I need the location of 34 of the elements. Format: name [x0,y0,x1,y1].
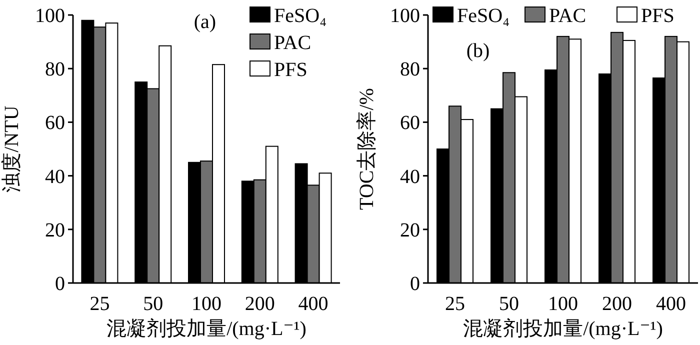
x-tick-label: 25 [445,293,465,315]
y-tick-label: 40 [45,166,65,188]
x-tick-label: 400 [298,293,328,315]
annotation: (b) [466,40,490,62]
annotation: (a) [194,11,216,33]
x-tick-label: 25 [90,293,110,315]
y-tick-label: 100 [390,5,420,27]
x-tick-label: 100 [192,293,222,315]
legend-label: PFS [641,5,674,27]
x-axis-title: 混凝剂投加量/(mg·L⁻¹) [106,318,306,340]
legend-label: FeSO₄ [457,5,510,27]
x-tick-label: 400 [656,293,686,315]
legend-label: PAC [549,5,586,27]
legend-label: PFS [274,59,308,81]
x-tick-label: 200 [602,293,632,315]
legend-label: PAC [274,32,312,54]
y-tick-label: 40 [400,166,420,188]
x-tick-label: 200 [244,293,275,315]
x-axis-title: 混凝剂投加量/(mg·L⁻¹) [463,318,663,340]
y-tick-label: 60 [400,112,420,134]
y-tick-label: 20 [45,219,65,242]
legend-label: FeSO₄ [274,5,327,27]
y-tick-label: 20 [400,219,420,242]
y-tick-label: 60 [45,112,65,134]
y-tick-label: 80 [45,58,65,81]
x-tick-label: 50 [499,293,519,315]
y-tick-label: 100 [35,5,65,27]
y-axis-title: TOC去除率/% [356,88,378,210]
y-tick-label: 0 [410,273,420,295]
x-tick-label: 50 [143,293,164,315]
y-tick-label: 0 [55,273,65,295]
y-axis-title: 浊度/NTU [1,105,23,192]
y-tick-label: 80 [400,58,420,81]
x-tick-label: 100 [548,293,578,315]
